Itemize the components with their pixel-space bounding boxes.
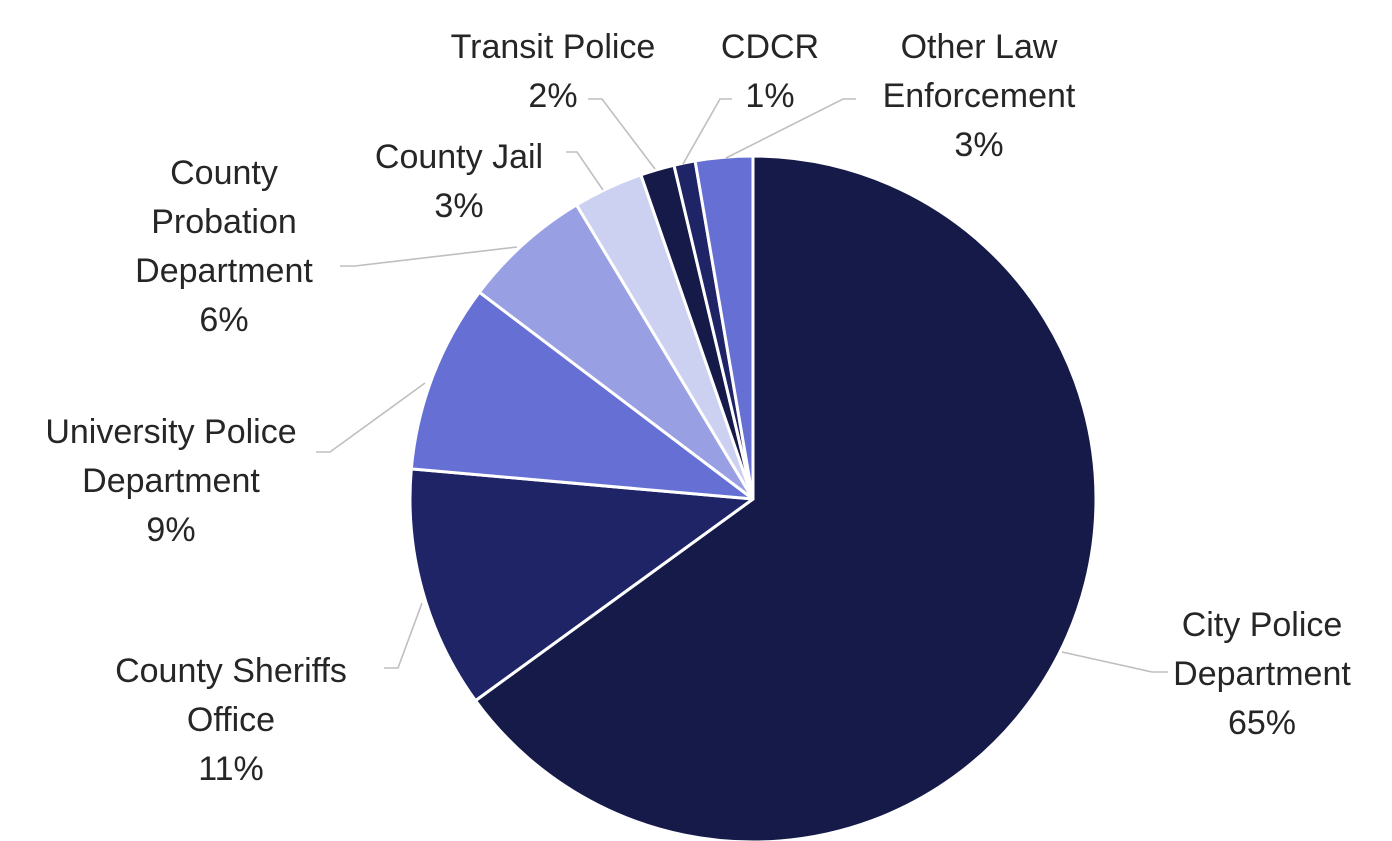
category-label-line: University Police: [45, 413, 296, 451]
percent-label: 3%: [434, 187, 483, 225]
leader-line-county-jail: [566, 151, 604, 191]
leader-line-cdcr: [682, 98, 732, 165]
percent-label: 11%: [198, 750, 264, 788]
leader-line-county-sheriffs-office: [384, 602, 423, 669]
slice-labels: City Police Department 65% County Sheriffs O…: [45, 28, 1351, 788]
slice-other-law-enforcement: [693, 154, 755, 501]
percent-label: 6%: [199, 301, 248, 339]
slice-city-police-department: [474, 154, 1098, 841]
data-label-other-law-enforcement: Other Law Enforcement 3%: [883, 28, 1076, 164]
category-label-line: Enforcement: [883, 77, 1076, 115]
category-label-line: County: [170, 154, 278, 192]
category-label-line: City Police: [1182, 606, 1343, 644]
data-label-county-probation-department: County Probation Department 6%: [135, 154, 313, 339]
data-label-transit-police: Transit Police 2%: [451, 28, 656, 115]
category-label-line: Office: [187, 701, 275, 739]
leader-lines: [316, 98, 1168, 673]
data-label-county-sheriffs-office: County Sheriffs Office 11%: [115, 652, 347, 788]
data-label-cdcr: CDCR 1%: [721, 28, 819, 115]
slice-county-probation-department: [477, 203, 755, 501]
category-label-line: Transit Police: [451, 28, 656, 66]
category-label-line: County Sheriffs: [115, 652, 347, 690]
percent-label: 65%: [1228, 704, 1296, 742]
data-label-county-jail: County Jail 3%: [375, 138, 543, 225]
leader-line-city-police-department: [1061, 651, 1168, 673]
percent-label: 2%: [528, 77, 577, 115]
category-label-line: Probation: [151, 203, 297, 241]
category-label-line: CDCR: [721, 28, 819, 66]
slice-county-sheriffs-office: [408, 467, 755, 703]
data-label-university-police-department: University Police Department 9%: [45, 413, 296, 549]
percent-label: 3%: [954, 126, 1003, 164]
category-label-line: Other Law: [901, 28, 1058, 66]
category-label-line: County Jail: [375, 138, 543, 176]
leader-line-transit-police: [588, 98, 656, 170]
leader-line-county-probation-department: [340, 246, 518, 267]
percent-label: 9%: [146, 511, 195, 549]
data-label-city-police-department: City Police Department 65%: [1173, 606, 1351, 742]
leader-line-other-law-enforcement: [725, 98, 856, 159]
category-label-line: Department: [82, 462, 260, 500]
category-label-line: Department: [135, 252, 313, 290]
pie-slices: [408, 154, 1098, 841]
leader-line-university-police-department: [316, 382, 426, 453]
category-label-line: Department: [1173, 655, 1351, 693]
percent-label: 1%: [745, 77, 794, 115]
slice-university-police-department: [409, 290, 755, 501]
